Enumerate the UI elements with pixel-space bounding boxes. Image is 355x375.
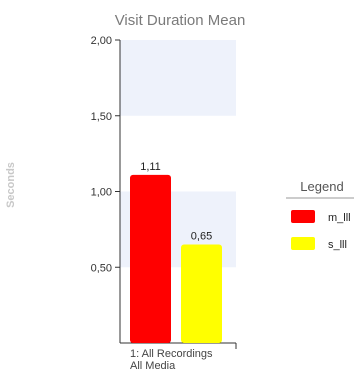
grid-band — [120, 40, 236, 116]
bar-s_lll — [181, 244, 222, 343]
data-label-s_lll: 0,65 — [191, 231, 212, 243]
bars — [130, 174, 222, 343]
legend-swatch-s_lll — [291, 237, 315, 250]
category-label-line: All Media — [130, 360, 176, 372]
data-labels: 1,11 0,65 — [140, 161, 212, 243]
y-tick-label: 1,50 — [91, 111, 112, 123]
bar-m_lll — [130, 174, 171, 343]
legend-swatch-m_lll — [291, 210, 315, 223]
y-tick-label: 0,50 — [91, 262, 112, 274]
y-axis-label: Seconds — [5, 162, 17, 208]
legend-label-m_lll: m_lll — [328, 212, 351, 224]
category-label-line: 1: All Recordings — [130, 348, 213, 360]
y-tick-label: 1,00 — [91, 187, 112, 199]
chart-title: Visit Duration Mean — [115, 12, 246, 29]
y-tick-label: 2,00 — [91, 35, 112, 47]
legend-label-s_lll: s_lll — [328, 239, 347, 251]
legend-title: Legend — [300, 179, 343, 194]
legend: Legend m_lll s_lll — [286, 179, 354, 251]
data-label-m_lll: 1,11 — [140, 161, 161, 173]
